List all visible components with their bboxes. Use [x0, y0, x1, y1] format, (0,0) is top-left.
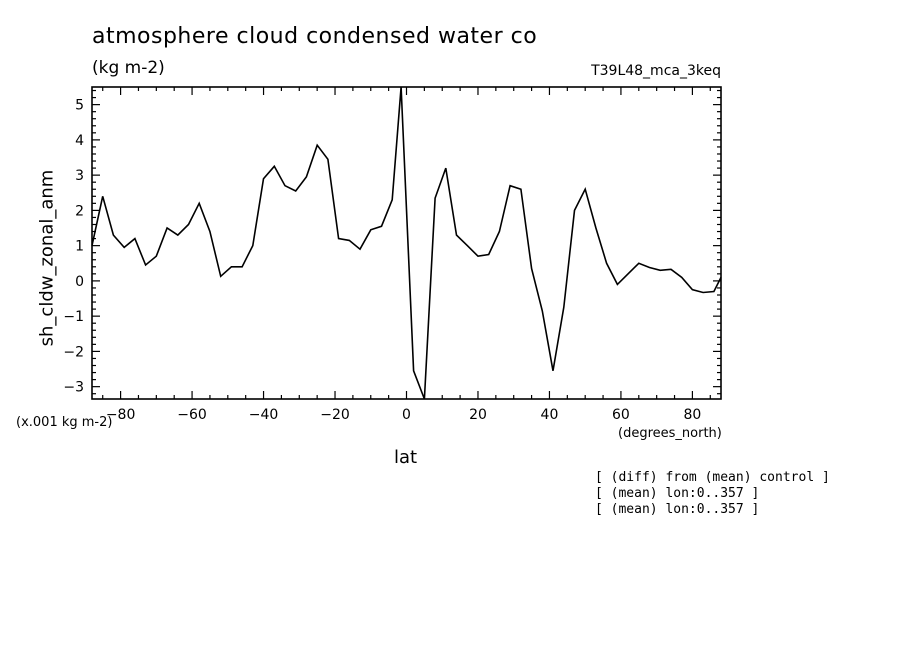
run-name: T39L48_mca_3keq — [591, 63, 721, 79]
x-tick-label: 40 — [541, 407, 559, 423]
annotation-mean-lon: [ (mean) lon:0..357 ] — [595, 486, 760, 501]
plot-frame — [91, 86, 722, 400]
scale-factor-label: (x.001 kg m-2) — [16, 415, 113, 430]
x-tick-label: −60 — [177, 407, 207, 423]
x-tick-label: −20 — [320, 407, 350, 423]
x-tick-label: −80 — [106, 407, 136, 423]
y-tick-label: 5 — [75, 98, 84, 114]
y-tick-label: 1 — [75, 239, 84, 255]
x-tick-label: 20 — [469, 407, 487, 423]
y-tick-label: 4 — [75, 133, 84, 149]
x-tick-label: 60 — [612, 407, 630, 423]
x-tick-label: −40 — [249, 407, 279, 423]
annotation-mean-lon-2: [ (mean) lon:0..357 ] — [595, 502, 760, 517]
axis-ticks — [92, 87, 721, 399]
tick-labels: −80 −60 −40 −20 0 20 40 60 80 −3 −2 −1 0 1 2 3 4 5 — [63, 98, 701, 423]
y-tick-label: 2 — [75, 203, 84, 219]
y-tick-label: −3 — [63, 380, 84, 396]
y-tick-label: 3 — [75, 168, 84, 184]
y-tick-label: 0 — [75, 274, 84, 290]
x-units-label: (degrees_north) — [618, 426, 722, 441]
y-tick-label: −1 — [63, 309, 84, 325]
annotation-diff: [ (diff) from (mean) control ] — [595, 470, 830, 485]
y-axis-label: sh_cldw_zonal_anm — [36, 169, 58, 347]
series-line — [91, 86, 722, 400]
x-tick-label: 0 — [402, 407, 411, 423]
y-tick-label: −2 — [63, 344, 84, 360]
chart-title: atmosphere cloud condensed water co — [92, 24, 538, 49]
chart-units: (kg m-2) — [92, 58, 165, 78]
x-axis-label: lat — [394, 447, 418, 468]
x-tick-label: 80 — [683, 407, 701, 423]
